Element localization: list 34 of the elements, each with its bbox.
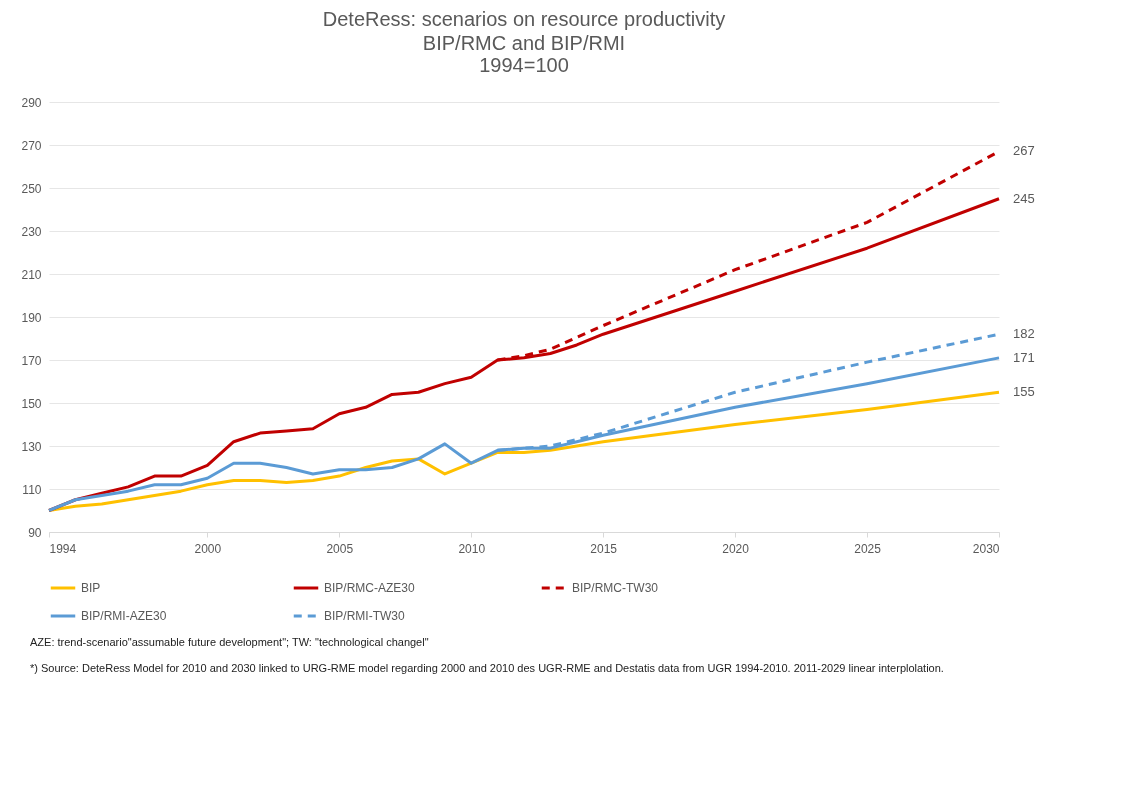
y-tick-label: 230 xyxy=(21,224,42,239)
y-tick-label: 110 xyxy=(22,482,42,497)
data-label: 171 xyxy=(1013,349,1035,365)
data-label: 245 xyxy=(1013,190,1035,206)
legend-label: BIP/RMC-TW30 xyxy=(572,581,659,595)
x-tick-label: 2005 xyxy=(326,541,354,556)
data-label: 182 xyxy=(1013,326,1035,342)
legend-label: BIP/RMI-AZE30 xyxy=(81,609,167,623)
x-tick-label: 2020 xyxy=(722,541,750,556)
x-tick-label: 2015 xyxy=(590,541,618,556)
y-tick-label: 130 xyxy=(21,439,42,454)
chart-title: DeteRess: scenarios on resource productivity xyxy=(322,8,726,30)
text: AZE: trend-scenario"assumable future development"; TW: "technological changel" xyxy=(30,636,430,648)
x-tick-label: 2030 xyxy=(972,541,1000,556)
y-tick-label: 290 xyxy=(21,95,42,110)
chart-subtitle: BIP/RMC and BIP/RMI 1994=100 xyxy=(422,32,626,76)
y-tick-label: 190 xyxy=(21,310,42,325)
y-tick-label: 90 xyxy=(28,525,42,540)
y-tick-label: 250 xyxy=(21,181,42,196)
data-label: 267 xyxy=(1013,143,1035,159)
x-tick-label: 2025 xyxy=(854,541,882,556)
text: *) Source: DeteRess Model for 2010 and 2030 linked to URG-RME model regarding 2000 and 2010 des UGR-RME and Destatis data from UGR 1994-2010. 2011-2029 linear interplolation. xyxy=(30,662,945,674)
legend-label: BIP xyxy=(81,581,101,595)
x-tick-label: 2000 xyxy=(194,541,222,556)
x-tick-label: 2010 xyxy=(458,541,486,556)
line-series xyxy=(47,390,1001,512)
y-tick-label: 150 xyxy=(21,396,42,411)
y-tick-label: 210 xyxy=(21,267,42,282)
y-tick-label: 170 xyxy=(21,353,42,368)
x-tick-label: 1994 xyxy=(49,541,77,556)
legend-label: BIP/RMC-AZE30 xyxy=(324,581,416,595)
y-tick-label: 270 xyxy=(21,138,42,153)
legend-label: BIP/RMI-TW30 xyxy=(324,609,405,623)
data-label: 155 xyxy=(1013,384,1035,400)
